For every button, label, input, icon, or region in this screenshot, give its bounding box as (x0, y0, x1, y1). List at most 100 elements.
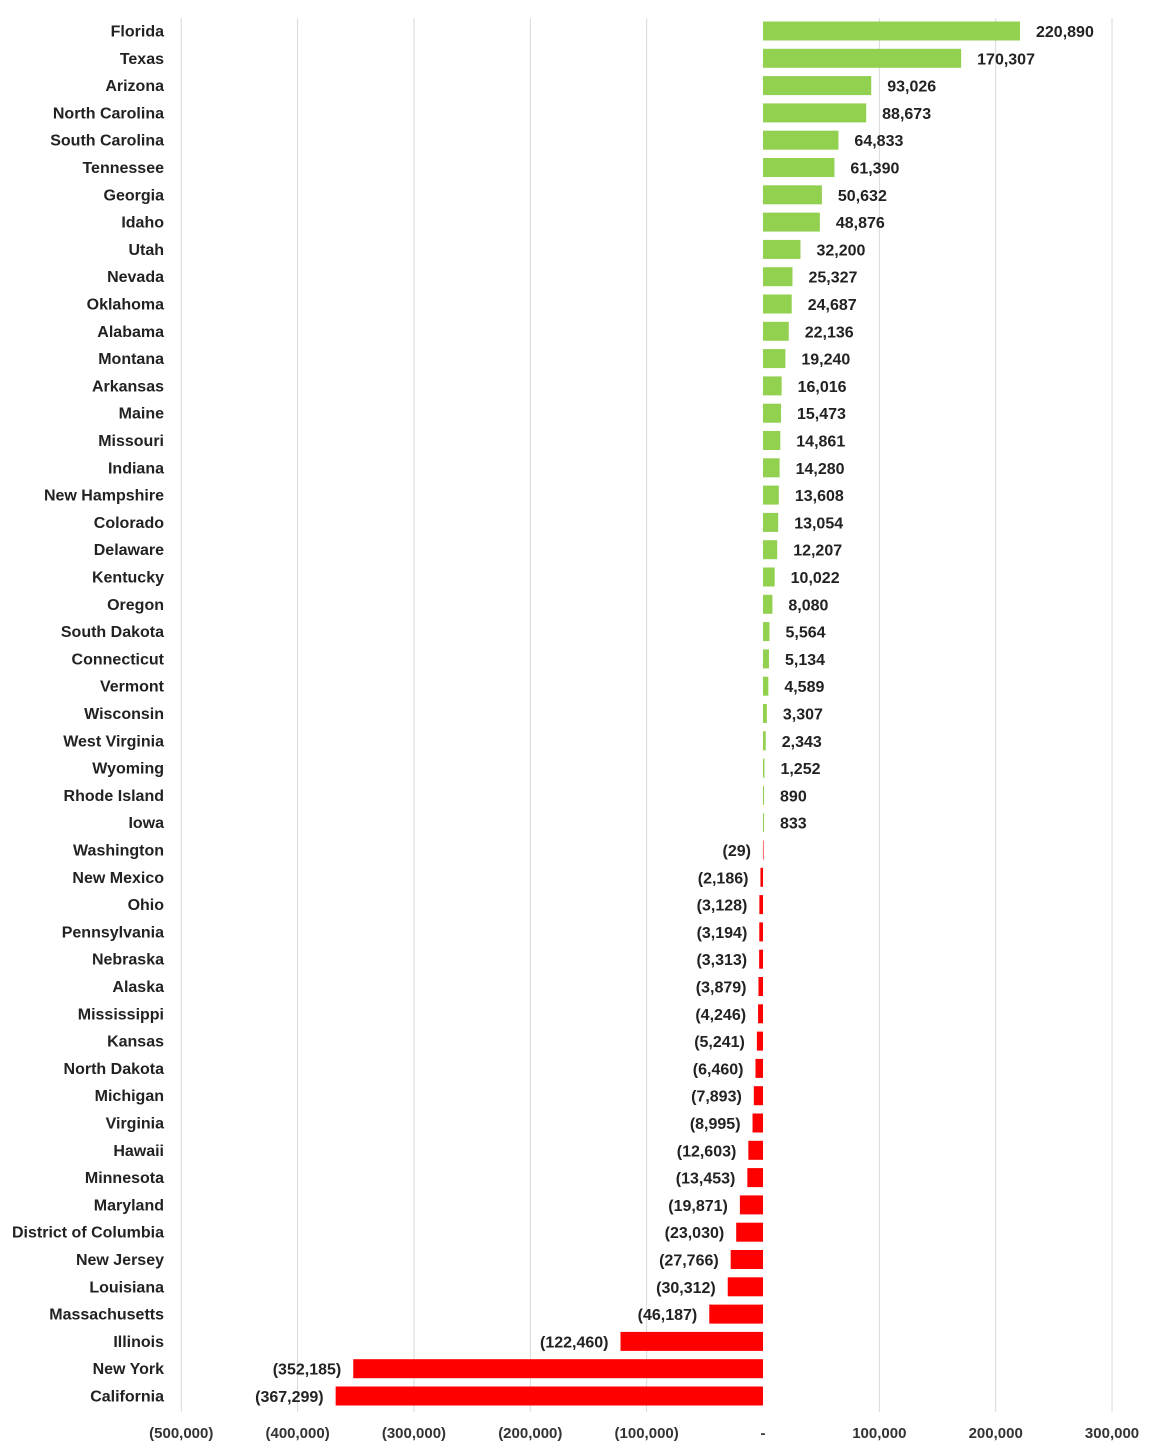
x-tick-label: 300,000 (1085, 1425, 1139, 1442)
bar (763, 594, 773, 614)
bar (763, 321, 789, 341)
data-label: (3,313) (696, 952, 747, 969)
bar (727, 1277, 763, 1297)
category-label: Wyoming (92, 761, 164, 778)
data-label: 15,473 (797, 406, 846, 423)
data-label: 10,022 (791, 570, 840, 587)
bar (335, 1386, 763, 1406)
data-label: 1,252 (780, 761, 820, 778)
data-label: 5,564 (785, 625, 825, 642)
bar (763, 540, 778, 560)
bar (763, 212, 820, 232)
bar (763, 431, 781, 450)
category-label: Mississippi (78, 1006, 164, 1023)
category-label: New Mexico (72, 870, 164, 887)
category-label: New York (93, 1361, 165, 1378)
category-label: Arkansas (92, 378, 164, 395)
bar (747, 1168, 763, 1188)
bar (763, 512, 779, 532)
category-label: Indiana (108, 460, 164, 477)
category-label: Ohio (128, 897, 165, 914)
bar (758, 1004, 763, 1024)
bar (763, 403, 782, 423)
category-label: Missouri (98, 433, 164, 450)
data-label: 64,833 (854, 133, 903, 150)
data-label: 8,080 (788, 597, 828, 614)
category-label: Alabama (97, 324, 164, 341)
category-label: South Carolina (50, 133, 164, 150)
data-label: 19,240 (801, 352, 850, 369)
data-label: (367,299) (255, 1389, 324, 1406)
bar (756, 1031, 763, 1051)
x-tick-label: (300,000) (382, 1425, 446, 1442)
data-label: 14,280 (796, 461, 845, 478)
category-label: Iowa (128, 815, 164, 832)
data-label: 12,207 (793, 543, 842, 560)
category-label: North Carolina (53, 105, 164, 122)
bar (752, 1113, 763, 1133)
data-label: (2,186) (698, 870, 749, 887)
category-label: Texas (120, 51, 164, 68)
bar (763, 622, 770, 642)
category-label: Massachusetts (49, 1307, 164, 1324)
bar (763, 731, 766, 751)
data-label: 50,632 (838, 188, 887, 205)
bar (763, 349, 786, 369)
data-label: 16,016 (798, 379, 847, 396)
category-labels: Florida Texas Arizona North Carolina South C… (12, 24, 165, 1406)
data-label: (30,312) (656, 1280, 716, 1297)
x-tick-label: (500,000) (149, 1425, 213, 1442)
bar (353, 1359, 763, 1379)
data-label: 890 (780, 788, 807, 805)
bar (759, 949, 763, 969)
category-label: Florida (111, 24, 164, 41)
bar (763, 267, 793, 287)
category-label: Virginia (106, 1116, 164, 1133)
data-label: 13,054 (794, 515, 843, 532)
category-label: Rhode Island (64, 788, 164, 805)
data-label: (4,246) (695, 1007, 746, 1024)
bar (763, 294, 792, 314)
data-label: 93,026 (887, 79, 936, 96)
bar (763, 158, 835, 177)
bar (763, 458, 780, 478)
bar (763, 130, 839, 150)
data-label: (3,128) (697, 898, 748, 915)
category-label: South Dakota (61, 624, 164, 641)
bar (763, 704, 767, 723)
data-label: 22,136 (805, 324, 854, 341)
category-label: Vermont (100, 679, 165, 696)
data-label: 4,589 (784, 679, 824, 696)
bar (736, 1222, 763, 1242)
bar (739, 1195, 763, 1215)
bar (763, 76, 872, 96)
bar (763, 813, 764, 833)
bar (753, 1086, 763, 1106)
bar (763, 103, 867, 123)
category-label: Michigan (95, 1088, 164, 1105)
data-label: 220,890 (1036, 24, 1094, 41)
category-label: Maryland (94, 1197, 164, 1214)
x-tick-label: (100,000) (615, 1425, 679, 1442)
x-axis-tick-labels: (500,000) (400,000) (300,000) (200,000) (100… (149, 1425, 1139, 1442)
category-label: Nebraska (92, 952, 164, 969)
x-tick-label: (200,000) (498, 1425, 562, 1442)
bar (763, 185, 822, 205)
category-label: Minnesota (85, 1170, 164, 1187)
data-label: 25,327 (808, 270, 857, 287)
data-label: (3,194) (697, 925, 748, 942)
category-label: Oregon (107, 597, 164, 614)
data-label: 13,608 (795, 488, 844, 505)
category-label: Connecticut (72, 651, 165, 668)
data-label: (27,766) (659, 1253, 719, 1270)
category-label: West Virginia (63, 733, 164, 750)
data-label: (12,603) (677, 1143, 737, 1160)
bar (763, 21, 1021, 41)
data-label: 2,343 (782, 734, 822, 751)
category-label: Arizona (105, 78, 164, 95)
bar (730, 1250, 763, 1269)
data-label: 3,307 (783, 707, 823, 724)
data-label: (6,460) (693, 1061, 744, 1078)
category-label: Georgia (104, 187, 165, 204)
data-label: (122,460) (540, 1334, 609, 1351)
